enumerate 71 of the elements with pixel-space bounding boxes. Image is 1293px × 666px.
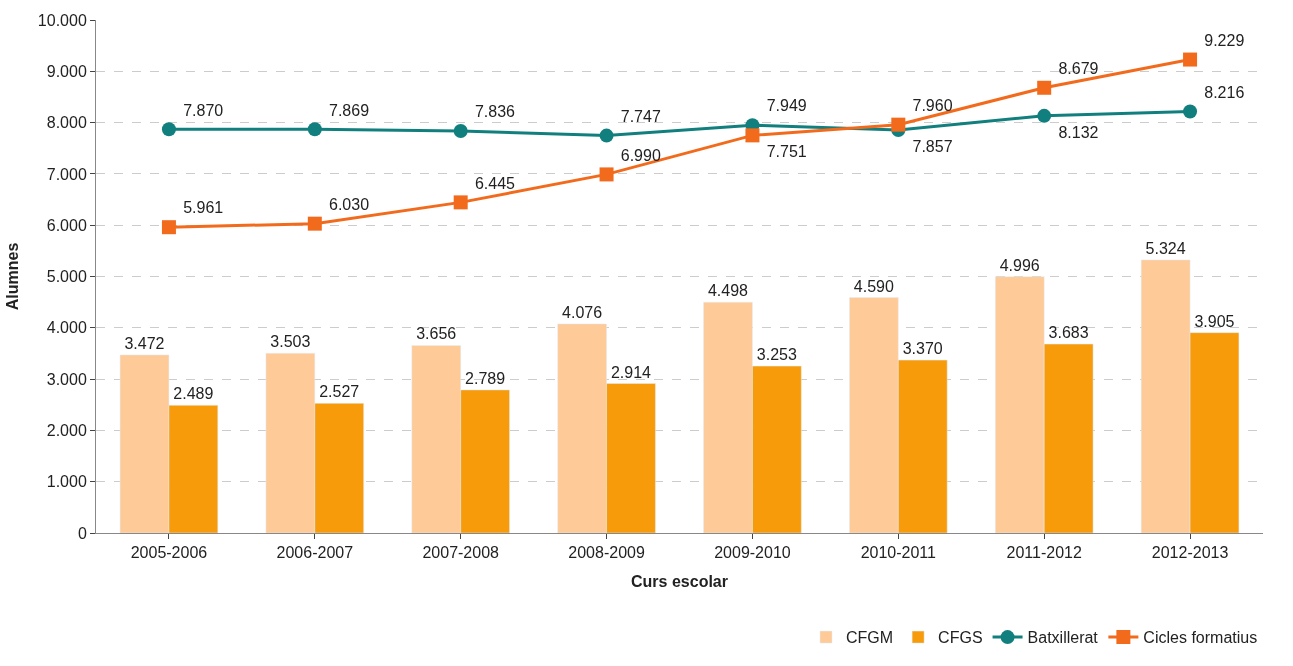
data-label: 3.905 xyxy=(1194,312,1235,330)
data-label: 7.857 xyxy=(908,137,957,155)
data-label: 7.870 xyxy=(178,101,228,119)
y-tick-label: 10.000 xyxy=(37,11,87,29)
data-label: 2.527 xyxy=(319,383,360,401)
data-label: 7.751 xyxy=(762,143,812,161)
x-tick-label: 2008-2009 xyxy=(568,544,645,562)
x-tick-label: 2007-2008 xyxy=(422,544,500,562)
y-tick-label: 9.000 xyxy=(46,62,87,80)
data-label: 2.489 xyxy=(173,385,214,403)
data-label: 7.836 xyxy=(470,103,520,121)
point xyxy=(745,128,760,143)
data-label: 8.679 xyxy=(1053,60,1103,78)
x-axis-title: Curs escolar xyxy=(631,572,728,590)
point xyxy=(1037,108,1052,123)
data-label: 2.914 xyxy=(610,363,652,381)
point xyxy=(1037,80,1052,95)
point xyxy=(307,122,322,137)
data-label: 7.949 xyxy=(762,97,812,115)
data-label: 3.253 xyxy=(756,346,797,364)
data-label: 6.030 xyxy=(324,195,374,213)
data-label: 7.869 xyxy=(324,101,374,119)
point xyxy=(891,117,906,132)
legend-label: Cicles formatius xyxy=(1143,629,1258,647)
data-label: 7.747 xyxy=(616,107,666,125)
point xyxy=(453,124,468,138)
x-tick-label: 2009-2010 xyxy=(714,544,791,562)
point xyxy=(161,122,176,137)
point xyxy=(453,195,468,210)
y-tick-label: 6.000 xyxy=(46,216,87,234)
legend-label: CFGM xyxy=(846,629,894,647)
data-label: 4.498 xyxy=(707,282,749,300)
data-label: 8.216 xyxy=(1199,83,1249,101)
x-tick-label: 2005-2006 xyxy=(130,544,208,562)
data-label: 3.370 xyxy=(902,340,943,358)
data-label: 3.656 xyxy=(416,325,457,343)
y-tick-label: 3.000 xyxy=(46,370,87,388)
point xyxy=(599,167,614,182)
y-tick-label: 2.000 xyxy=(46,422,87,439)
data-label: 4.996 xyxy=(999,256,1040,274)
x-tick-label: 2011-2012 xyxy=(1006,544,1082,562)
data-label: 7.960 xyxy=(908,96,957,114)
data-label: 5.961 xyxy=(178,199,228,217)
point xyxy=(1183,104,1198,119)
legend-label: CFGS xyxy=(938,629,983,647)
point xyxy=(1183,52,1198,67)
y-tick-label: 5.000 xyxy=(46,268,87,286)
point xyxy=(307,216,322,231)
data-label: 4.590 xyxy=(853,277,894,295)
x-tick-label: 2010-2011 xyxy=(860,544,937,562)
data-label: 6.990 xyxy=(616,146,666,164)
data-label: 4.076 xyxy=(562,303,603,321)
point xyxy=(161,220,176,235)
y-tick-label: 4.000 xyxy=(46,319,87,337)
data-label: 3.472 xyxy=(124,334,165,352)
data-label: 8.132 xyxy=(1053,123,1103,141)
y-tick-label: 1.000 xyxy=(46,473,87,491)
y-tick-label: 7.000 xyxy=(46,165,87,183)
data-label: 3.683 xyxy=(1048,324,1089,342)
x-tick-label: 2006-2007 xyxy=(276,544,354,562)
data-label: 5.324 xyxy=(1145,239,1186,257)
data-label: 6.445 xyxy=(470,174,520,192)
legend-label: Batxillerat xyxy=(1027,629,1099,647)
y-tick-label: 0 xyxy=(77,524,87,542)
data-label: 9.229 xyxy=(1199,31,1249,49)
data-label: 2.789 xyxy=(465,369,506,387)
point xyxy=(599,128,614,143)
data-label: 3.503 xyxy=(270,333,311,351)
y-axis-title: Alumnes xyxy=(3,242,21,311)
y-tick-label: 8.000 xyxy=(46,114,87,132)
x-tick-label: 2012-2013 xyxy=(1151,544,1229,562)
